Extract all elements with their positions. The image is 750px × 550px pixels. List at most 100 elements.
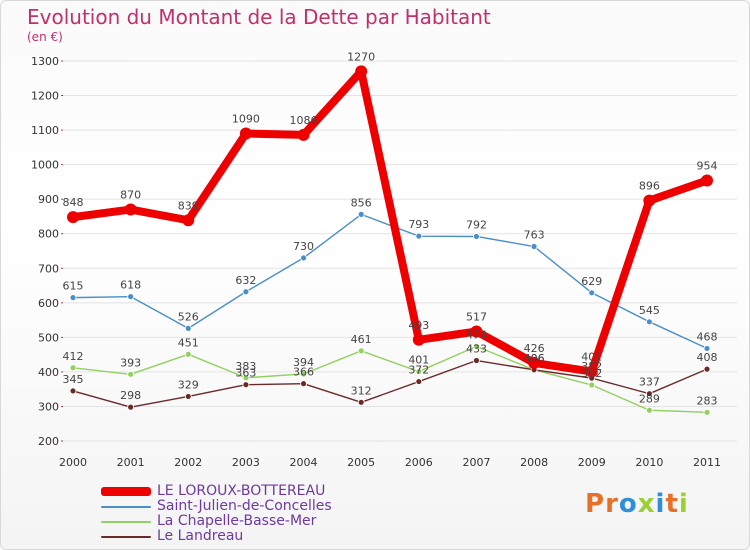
- legend-item: Le Landreau: [101, 529, 332, 544]
- data-label: 629: [581, 275, 602, 288]
- legend-swatch: [101, 505, 151, 508]
- data-point: [357, 347, 365, 355]
- data-label: 618: [120, 279, 141, 292]
- data-label: 363: [235, 367, 256, 380]
- y-tick-label: 500: [38, 331, 59, 344]
- logo-letter: i: [678, 489, 689, 519]
- data-label: 451: [178, 336, 199, 349]
- data-point: [69, 294, 77, 302]
- data-label: 615: [63, 280, 84, 293]
- data-label: 792: [466, 218, 487, 231]
- data-point: [242, 288, 250, 296]
- y-tick-label: 1300: [31, 55, 59, 68]
- data-point: [297, 128, 310, 141]
- data-label: 493: [408, 319, 429, 332]
- legend-swatch: [101, 535, 151, 538]
- logo-letter: P: [585, 489, 606, 519]
- data-point: [300, 380, 307, 388]
- y-tick-label: 1000: [31, 159, 59, 172]
- legend-swatch: [101, 520, 151, 523]
- y-tick-label: 700: [38, 262, 59, 275]
- data-label: 632: [235, 274, 256, 287]
- legend-item: La Chapelle-Basse-Mer: [101, 514, 332, 529]
- data-label: 289: [639, 392, 660, 405]
- data-label: 474: [466, 328, 487, 341]
- y-tick-label: 600: [38, 297, 59, 310]
- legend-label: Saint-Julien-de-Concelles: [157, 498, 332, 514]
- data-point: [415, 378, 423, 385]
- chart-title: Evolution du Montant de la Dette par Hab…: [27, 5, 491, 29]
- data-label: 730: [293, 240, 314, 253]
- data-label: 870: [120, 189, 141, 202]
- data-label: 406: [524, 352, 545, 365]
- data-label: 382: [581, 360, 602, 373]
- data-label: 461: [351, 333, 372, 346]
- data-point: [184, 324, 192, 332]
- y-tick-label: 1100: [31, 124, 59, 137]
- data-point: [473, 342, 480, 350]
- data-point: [415, 232, 423, 240]
- data-label: 345: [63, 373, 84, 386]
- series-line: [72, 359, 708, 408]
- legend-label: Le Landreau: [157, 528, 244, 544]
- x-tick-label: 2011: [693, 456, 721, 469]
- data-label: 362: [581, 367, 602, 380]
- y-tick-label: 200: [38, 435, 59, 448]
- data-point: [184, 350, 192, 358]
- data-point: [300, 370, 307, 378]
- data-point: [473, 357, 480, 364]
- x-tick-label: 2003: [232, 456, 260, 469]
- data-label: 545: [639, 304, 660, 317]
- data-point: [127, 403, 135, 411]
- data-point: [300, 254, 307, 262]
- x-tick-label: 2006: [405, 456, 433, 469]
- logo-letter: i: [655, 489, 666, 519]
- data-label: 763: [524, 229, 545, 242]
- data-point: [645, 406, 653, 414]
- data-label: 329: [178, 378, 199, 391]
- chart-legend: LE LOROUX-BOTTEREAU Saint-Julien-de-Conce…: [101, 484, 332, 544]
- data-label: 468: [697, 330, 718, 343]
- data-label: 433: [466, 343, 487, 356]
- data-point: [67, 211, 79, 224]
- y-tick-label: 400: [38, 366, 59, 379]
- x-tick-label: 2009: [578, 456, 606, 469]
- data-point: [355, 65, 368, 78]
- data-point: [530, 243, 538, 250]
- data-point: [69, 387, 77, 395]
- x-tick-label: 2004: [290, 456, 318, 469]
- data-point: [127, 293, 135, 301]
- data-label: 401: [581, 351, 602, 364]
- y-tick-label: 1200: [31, 90, 59, 103]
- data-label: 298: [120, 389, 141, 402]
- data-point: [645, 390, 653, 398]
- data-point: [127, 370, 135, 378]
- data-point: [473, 233, 480, 240]
- data-point: [643, 194, 656, 207]
- data-point: [69, 364, 77, 372]
- data-label: 954: [697, 160, 718, 173]
- data-point: [415, 368, 423, 375]
- data-label: 393: [120, 356, 141, 369]
- data-label: 793: [408, 218, 429, 231]
- data-label: 408: [697, 351, 718, 364]
- data-label: 372: [408, 364, 429, 377]
- data-point: [528, 356, 541, 369]
- data-point: [239, 127, 252, 140]
- data-label: 401: [408, 354, 429, 367]
- data-point: [703, 365, 711, 373]
- data-point: [184, 393, 192, 400]
- legend-item: Saint-Julien-de-Concelles: [101, 499, 332, 514]
- series-line: [69, 67, 711, 376]
- data-point: [357, 398, 365, 406]
- data-label: 312: [351, 384, 372, 397]
- chart-unit: (en €): [27, 30, 63, 44]
- data-label: 896: [639, 180, 660, 193]
- data-label: 412: [63, 350, 84, 363]
- data-point: [588, 381, 596, 389]
- legend-label: La Chapelle-Basse-Mer: [157, 513, 317, 529]
- data-point: [703, 345, 711, 352]
- x-tick-label: 2008: [520, 456, 548, 469]
- data-point: [701, 174, 713, 187]
